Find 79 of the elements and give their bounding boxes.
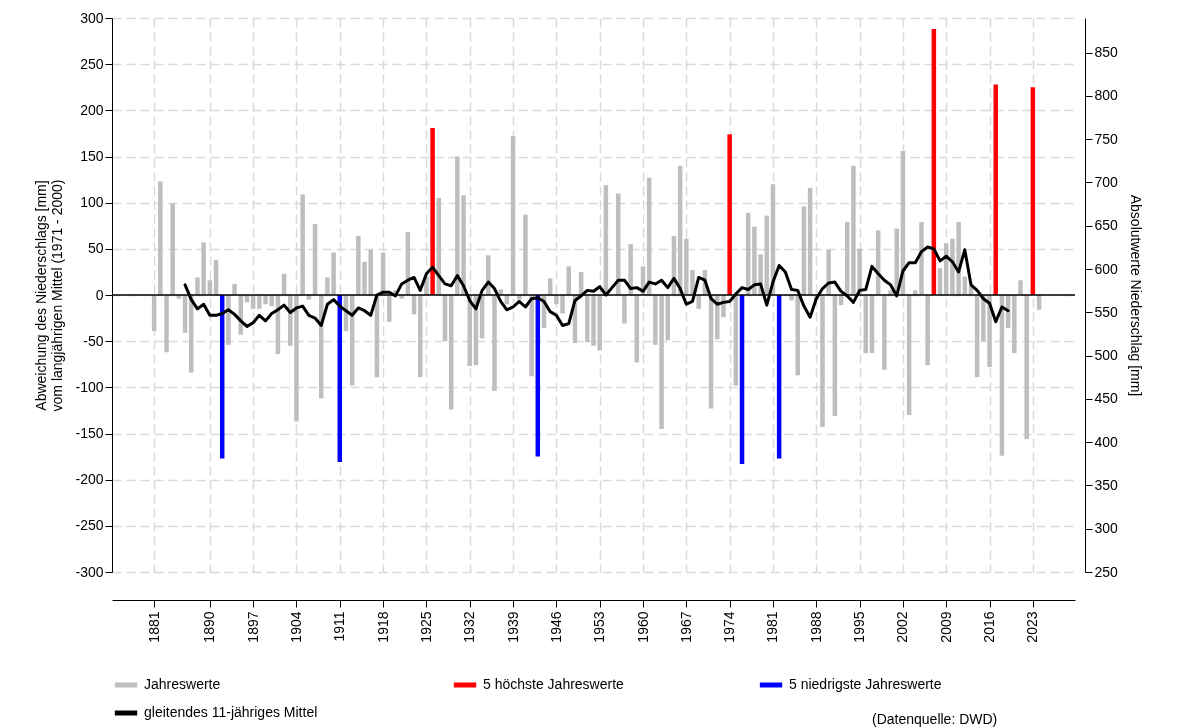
x-tick-label: 1911 [331, 611, 348, 642]
y-tick-label: -50 [83, 332, 104, 349]
x-tick-label: 2002 [894, 611, 911, 643]
bar [529, 295, 534, 377]
y-tick-label: -300 [75, 563, 104, 580]
bar [189, 295, 194, 373]
bar [882, 295, 887, 370]
x-tick-label: 1995 [851, 611, 868, 643]
x-tick-label: 2009 [937, 611, 954, 643]
bar [164, 295, 169, 353]
y2-tick-label: 600 [1094, 260, 1119, 277]
bar [430, 127, 435, 295]
x-tick-label: 1881 [145, 611, 162, 643]
x-tick-label: 1932 [461, 611, 478, 643]
bar [523, 214, 528, 295]
bar [170, 203, 175, 295]
y-axis-title: Abweichung des Niederschlags [mm] vom langjährigen Mittel (1971 - 2000) [33, 179, 66, 412]
legend-label: 5 höchste Jahreswerte [483, 676, 625, 692]
bar [1018, 280, 1023, 295]
bar [622, 295, 627, 324]
y2-tick-label: 650 [1094, 217, 1119, 234]
y2-tick-label: 800 [1094, 87, 1119, 104]
y-tick-label: 150 [80, 148, 104, 164]
text: (Datenquelle: DWD) [872, 711, 998, 727]
bar [628, 244, 633, 295]
y2-axis-title: Absolutwerte Niederschlag [mm] [1127, 194, 1144, 397]
y-tick-label: -150 [75, 425, 104, 441]
bar [826, 249, 831, 295]
legend-label: gleitendes 11-jähriges Mittel [144, 704, 318, 720]
x-tick-label: 1967 [677, 611, 694, 643]
y2-tick-label: 700 [1094, 173, 1119, 190]
y2-tick-label: 250 [1094, 563, 1119, 580]
y2-tick-label: 750 [1094, 130, 1119, 147]
x-tick-label: 1939 [504, 611, 521, 643]
x-tick-label: 1904 [287, 611, 304, 643]
bar [566, 266, 571, 295]
x-tick-label: 1890 [201, 611, 218, 643]
y-tick-label: 50 [87, 240, 104, 257]
y2-tick-label: 450 [1094, 390, 1119, 407]
bar [492, 295, 497, 392]
x-tick-label: 1897 [244, 611, 261, 643]
x-tick-label: 1953 [591, 611, 608, 643]
y-tick-label: -250 [75, 517, 104, 534]
x-tick-label: 1925 [417, 611, 434, 643]
bar [1024, 295, 1029, 440]
bar [727, 134, 732, 295]
x-tick-label: 2023 [1024, 611, 1041, 643]
bar [158, 181, 163, 295]
y2-tick-label: 550 [1094, 303, 1119, 320]
x-tick-label: 2016 [981, 611, 998, 643]
y2-tick-label: 300 [1094, 520, 1119, 537]
bar [993, 84, 998, 295]
bar [1012, 295, 1017, 354]
bar [616, 193, 621, 295]
bar [696, 295, 701, 309]
bar [300, 194, 305, 295]
x-tick-label: 1918 [374, 611, 391, 643]
y2-tick-label: 400 [1094, 433, 1119, 450]
y-tick-label: 250 [80, 55, 104, 72]
bar [925, 295, 930, 366]
x-tick-label: 1974 [721, 611, 738, 643]
y-tick-label: 300 [80, 9, 104, 26]
x-tick-label: 1946 [547, 611, 564, 643]
y2-tick-label: 350 [1094, 476, 1119, 493]
y-tick-label: 0 [95, 286, 104, 303]
legend-label: 5 niedrigste Jahreswerte [789, 676, 942, 692]
y-tick-label: 100 [80, 194, 104, 211]
x-tick-label: 1988 [807, 611, 824, 643]
x-tick-label: 1960 [634, 611, 651, 643]
y2-tick-label: 850 [1094, 44, 1119, 61]
legend-label: Jahreswerte [144, 676, 221, 692]
y-tick-label: -100 [75, 378, 104, 395]
bar [232, 283, 237, 295]
y-tick-label: -200 [75, 471, 104, 488]
y-tick-label: 200 [80, 101, 104, 118]
bar [467, 295, 472, 367]
y2-tick-label: 500 [1094, 347, 1119, 364]
x-tick-label: 1981 [764, 611, 781, 643]
bar [387, 295, 392, 322]
